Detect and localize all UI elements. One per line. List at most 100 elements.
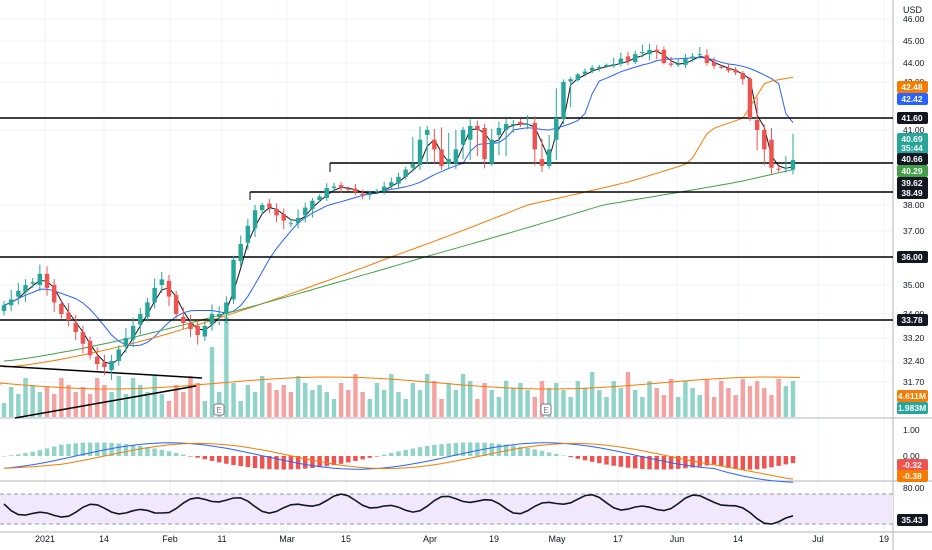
candle-body <box>453 149 459 164</box>
candle-body <box>130 326 136 340</box>
volume-bar <box>238 401 243 417</box>
macd-histogram-bar <box>202 456 208 460</box>
time-axis[interactable]: 2021 14 Feb 11 Mar 15 Apr 19 May 17 Jun 14 Jul 19 <box>35 534 889 544</box>
price-tick-label: 37.00 <box>903 226 925 236</box>
candle-body <box>582 71 588 75</box>
volume-bar <box>338 383 344 417</box>
candle-body <box>195 326 200 335</box>
price-badge-label: 40.66 <box>901 154 923 164</box>
support-resistance-lines[interactable] <box>0 117 893 321</box>
price-tick-label: 46.00 <box>903 14 925 24</box>
macd-histogram-bar <box>532 449 538 456</box>
macd-histogram-bar <box>460 442 466 456</box>
candle-body <box>690 56 695 59</box>
candle-body <box>432 139 437 150</box>
macd-histogram-bar <box>475 442 480 456</box>
macd-histogram-bar <box>288 456 294 470</box>
volume-bar <box>783 386 789 417</box>
macd-histogram-bar <box>539 450 545 456</box>
candle-body <box>503 124 509 130</box>
macd-histogram-bar <box>783 456 789 465</box>
macd-histogram-bar <box>367 456 373 458</box>
volume-bar <box>518 383 523 417</box>
candle-body <box>539 159 545 166</box>
volume-bar <box>597 390 602 417</box>
macd-histogram-bar <box>346 456 351 463</box>
volume-bar <box>640 397 645 417</box>
candle-body <box>245 225 251 243</box>
volume-bar <box>389 374 394 417</box>
macd-histogram-bar <box>719 456 724 467</box>
candle-body <box>647 49 652 55</box>
candle-body <box>446 159 451 165</box>
macd-histogram-bar <box>417 447 423 456</box>
price-badge-label: 35:44 <box>901 143 923 153</box>
macd-histogram-bar <box>654 456 659 470</box>
macd-histogram-bar <box>51 446 57 456</box>
triangle-trendlines[interactable] <box>0 365 203 419</box>
macd-histogram-bar <box>396 451 401 456</box>
time-tick-label: 19 <box>879 534 889 544</box>
candle-body <box>632 54 638 62</box>
volume-bar <box>446 383 451 417</box>
price-badge <box>897 314 928 326</box>
candle-body <box>123 338 129 347</box>
price-badge <box>897 187 928 199</box>
candle-body <box>73 323 78 332</box>
macd-histogram-bar <box>403 449 408 456</box>
macd-histogram-bar <box>353 456 358 461</box>
volume-bar <box>733 395 738 417</box>
macd-histogram-bar <box>252 456 258 468</box>
candle-body <box>259 205 265 211</box>
price-badge <box>897 142 928 154</box>
volume-bar <box>123 394 129 417</box>
volume-bar <box>539 381 545 417</box>
time-tick-label: 11 <box>217 534 226 544</box>
candle-body <box>683 58 688 65</box>
candle-body <box>489 139 494 164</box>
price-badge-label: 41.60 <box>901 113 923 123</box>
macd-histogram-bar <box>87 442 93 456</box>
ma-fast-line <box>3 50 794 365</box>
price-badge <box>897 459 928 471</box>
candle-body <box>618 58 624 64</box>
candle-body <box>532 123 538 150</box>
volume-bar <box>66 385 71 417</box>
macd-histogram-bar <box>468 442 473 456</box>
candlestick-series <box>1 43 796 380</box>
volume-bar <box>719 381 724 417</box>
volume-bar <box>59 378 64 417</box>
candle-body <box>704 55 710 63</box>
macd-histogram-bar <box>123 444 129 456</box>
volume-bar <box>561 390 566 417</box>
volume-bar <box>661 395 667 417</box>
macd-histogram-bar <box>582 456 588 461</box>
candle-body <box>439 149 444 166</box>
candle-body <box>726 67 731 71</box>
volume-bar <box>554 383 559 417</box>
candle-body <box>303 207 308 216</box>
ma-200-line <box>3 169 794 362</box>
price-badge <box>897 81 928 93</box>
macd-tick-label: 1.00 <box>903 425 920 435</box>
macd-histogram-bar <box>102 442 107 456</box>
macd-histogram-bar <box>697 456 702 467</box>
macd-histogram-bar <box>224 456 229 464</box>
volume-bar <box>604 397 609 417</box>
volume-bar <box>245 385 251 417</box>
candle-body <box>754 120 760 130</box>
candle-body <box>8 299 14 306</box>
volume-bar <box>259 376 265 417</box>
volume-bar <box>410 383 416 417</box>
volume-bar <box>647 381 652 417</box>
candle-body <box>776 168 781 170</box>
macd-histogram-bar <box>381 454 387 456</box>
volume-bar <box>726 388 731 417</box>
candle-body <box>374 190 380 193</box>
volume-bar <box>224 317 229 417</box>
macd-histogram-bar <box>8 455 14 456</box>
candle-body <box>568 79 573 82</box>
candle-body <box>424 130 430 135</box>
